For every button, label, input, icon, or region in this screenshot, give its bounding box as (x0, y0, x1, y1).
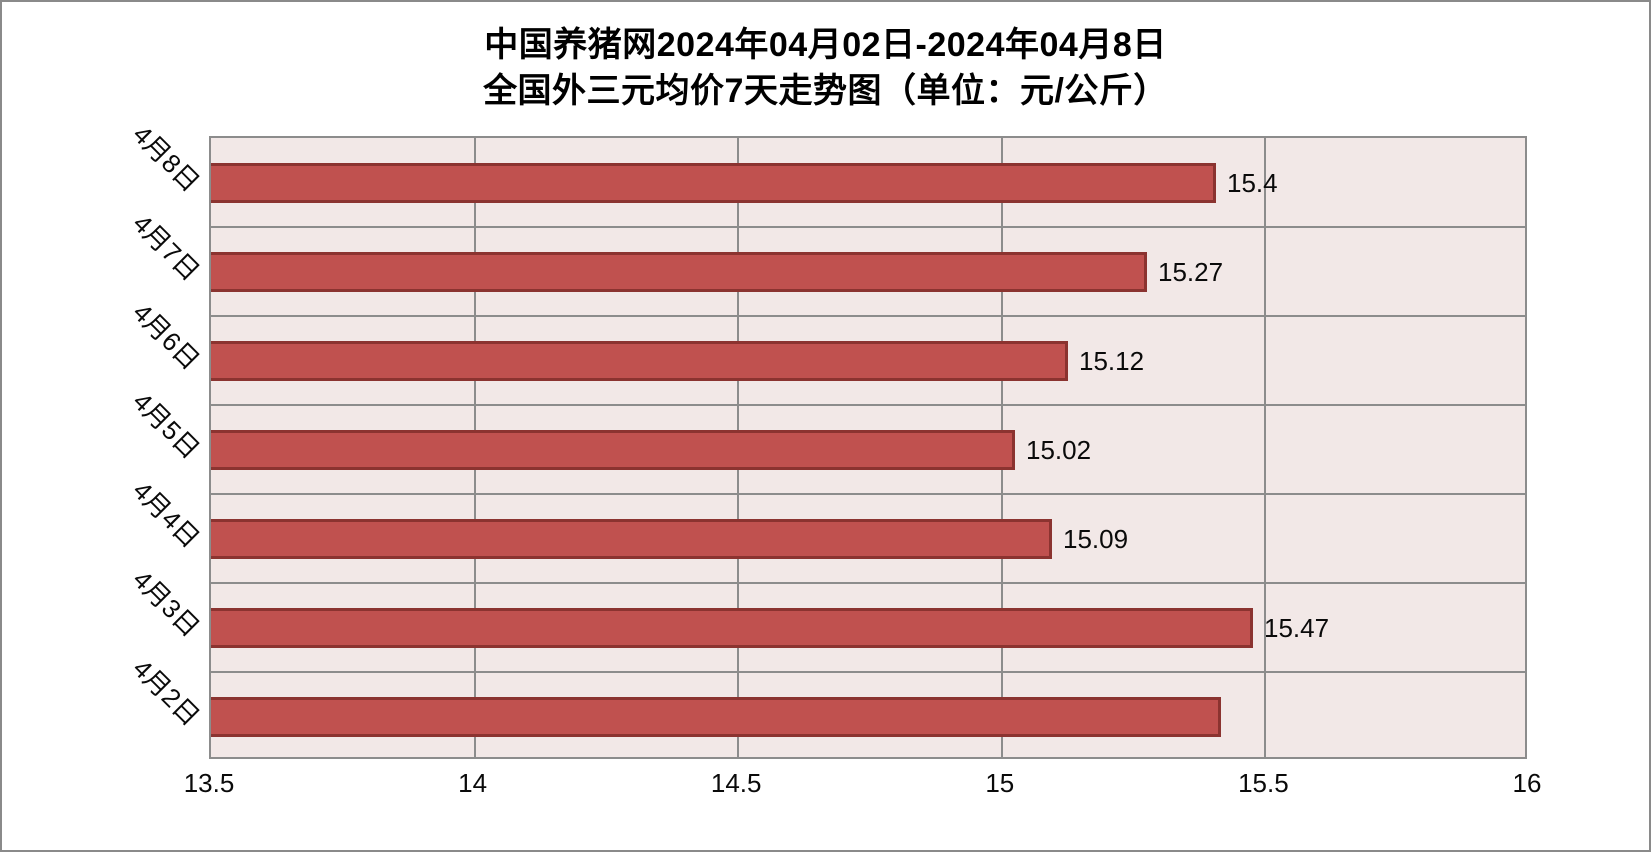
bar (211, 162, 1216, 203)
plot-area: 15.4 15.27 15.12 15.02 15.09 15.47 (209, 136, 1527, 759)
x-tick-label: 15 (985, 768, 1015, 798)
category-separator-line (211, 582, 1525, 584)
bar-value-label: 15.12 (1079, 345, 1145, 376)
chart-title-line2: 全国外三元均价7天走势图（单位：元/公斤） (483, 72, 1168, 110)
bar-value-label: 15.09 (1063, 523, 1129, 554)
bar-value-label: 15.47 (1264, 612, 1330, 643)
category-separator-line (211, 493, 1525, 495)
chart-title: 中国养猪网2024年04月02日-2024年04月8日 全国外三元均价7天走势图… (2, 22, 1649, 114)
bar (211, 696, 1221, 737)
bar (211, 251, 1147, 292)
category-separator-line (211, 226, 1525, 228)
x-tick-label: 14.5 (710, 768, 762, 798)
category-separator-line (211, 404, 1525, 406)
x-tick-label: 16 (1512, 768, 1542, 798)
chart-title-line1: 中国养猪网2024年04月02日-2024年04月8日 (484, 26, 1167, 64)
x-tick-label: 14 (458, 768, 488, 798)
bar (211, 518, 1052, 559)
category-separator-line (211, 671, 1525, 673)
bar (211, 429, 1015, 470)
gridline-vertical (1264, 138, 1267, 757)
bar-value-label: 15.27 (1158, 256, 1224, 287)
bar-value-label: 15.4 (1227, 167, 1278, 198)
x-tick-label: 15.5 (1238, 768, 1289, 798)
bar (211, 340, 1068, 381)
bar (211, 607, 1253, 648)
category-separator-line (211, 315, 1525, 317)
bar-value-label: 15.02 (1026, 434, 1092, 465)
x-tick-label: 13.5 (183, 768, 235, 798)
